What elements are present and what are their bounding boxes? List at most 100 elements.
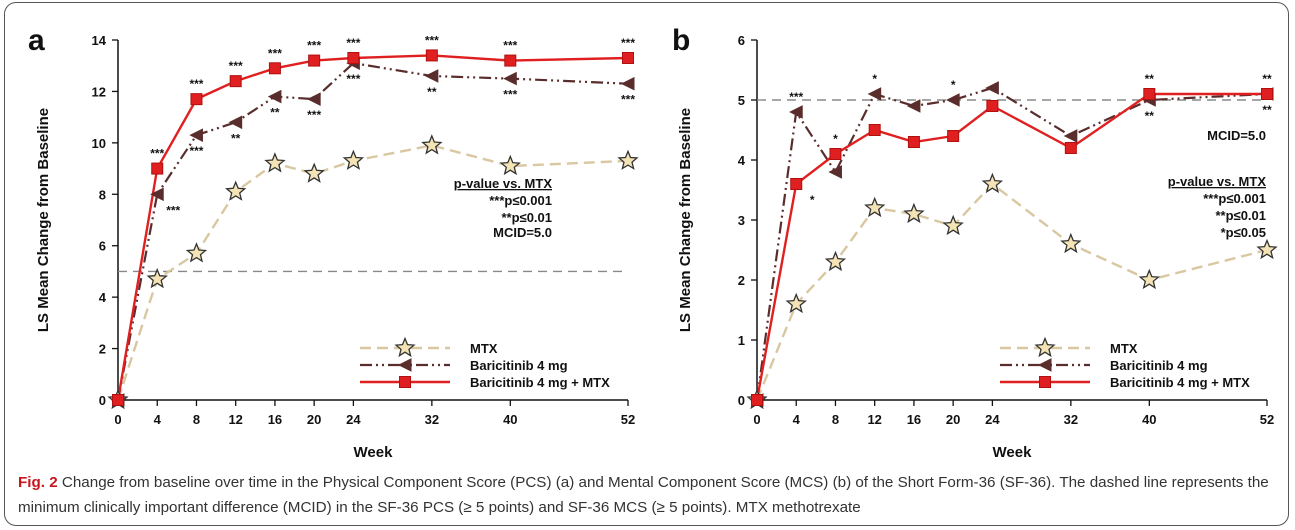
data-point-combo bbox=[622, 52, 634, 64]
data-point-combo bbox=[229, 75, 242, 88]
significance-label: *** bbox=[425, 33, 439, 47]
caption-label: Fig. 2 bbox=[18, 474, 58, 491]
data-point-mtx bbox=[264, 152, 286, 173]
significance-label: * bbox=[810, 193, 815, 207]
figure-frame bbox=[4, 2, 1289, 526]
legend-swatch-marker bbox=[1034, 336, 1056, 358]
legend-swatch-marker bbox=[399, 376, 411, 388]
y-tick-label: 6 bbox=[738, 33, 745, 48]
significance-label: *** bbox=[346, 72, 360, 86]
significance-label: *** bbox=[150, 147, 164, 161]
x-tick-label: 52 bbox=[621, 412, 635, 427]
x-axis-title: Week bbox=[354, 444, 394, 461]
y-tick-label: 10 bbox=[92, 136, 106, 151]
legend-label: Baricitinib 4 mg + MTX bbox=[470, 375, 610, 390]
legend-label: MTX bbox=[470, 341, 498, 356]
significance-label: * bbox=[951, 78, 956, 92]
data-point-mtx bbox=[785, 292, 807, 314]
significance-label: *** bbox=[307, 39, 321, 53]
data-point-mtx bbox=[1060, 232, 1082, 254]
legend-swatch-marker bbox=[1039, 376, 1051, 388]
data-point-combo bbox=[308, 54, 321, 67]
data-point-mtx bbox=[185, 242, 208, 263]
legend-label: Baricitinib 4 mg bbox=[1110, 358, 1208, 373]
y-tick-label: 3 bbox=[738, 213, 745, 228]
data-point-bari bbox=[307, 92, 321, 106]
data-point-bari bbox=[267, 89, 282, 104]
significance-label: ** bbox=[1145, 72, 1155, 86]
panel-label: a bbox=[28, 24, 45, 57]
y-tick-label: 1 bbox=[738, 333, 745, 348]
series-line-mtx bbox=[116, 144, 629, 401]
legend-label: Baricitinib 4 mg bbox=[470, 358, 568, 373]
data-point-bari bbox=[789, 105, 803, 119]
data-point-combo bbox=[1261, 88, 1273, 100]
y-tick-label: 0 bbox=[99, 393, 106, 408]
data-point-bari bbox=[828, 165, 842, 179]
data-point-bari bbox=[189, 128, 203, 142]
y-axis-title: LS Mean Change from Baseline bbox=[35, 108, 52, 332]
series-line-combo bbox=[116, 54, 629, 401]
data-point-bari bbox=[424, 69, 439, 83]
y-tick-label: 2 bbox=[738, 273, 745, 288]
pvalue-title: p-value vs. MTX bbox=[1168, 174, 1267, 189]
data-point-combo bbox=[947, 130, 960, 142]
data-point-mtx bbox=[824, 250, 847, 272]
data-point-mtx bbox=[342, 149, 365, 170]
significance-label: ** bbox=[231, 131, 241, 145]
y-tick-label: 12 bbox=[92, 84, 106, 99]
y-tick-label: 6 bbox=[99, 239, 106, 254]
x-tick-label: 0 bbox=[753, 412, 760, 427]
data-point-bari bbox=[150, 187, 164, 202]
significance-label: *** bbox=[268, 46, 282, 60]
figure-caption: Fig. 2 Change from baseline over time in… bbox=[18, 470, 1280, 520]
pvalue-line: *p≤0.05 bbox=[1221, 225, 1266, 240]
x-tick-label: 0 bbox=[114, 412, 121, 427]
significance-label: *** bbox=[789, 90, 803, 104]
significance-label: *** bbox=[229, 59, 243, 73]
x-tick-label: 12 bbox=[228, 412, 242, 427]
x-tick-label: 16 bbox=[268, 412, 282, 427]
data-point-combo bbox=[1064, 142, 1077, 154]
x-tick-label: 4 bbox=[793, 412, 801, 427]
significance-label: ** bbox=[427, 85, 437, 99]
y-tick-label: 5 bbox=[738, 93, 745, 108]
y-tick-label: 8 bbox=[99, 187, 106, 202]
data-point-mtx bbox=[421, 134, 443, 155]
significance-label: ** bbox=[1145, 109, 1155, 123]
significance-label: *** bbox=[189, 144, 203, 158]
data-point-bari bbox=[1063, 129, 1078, 143]
significance-label: *** bbox=[621, 36, 635, 50]
significance-label: * bbox=[833, 132, 838, 146]
y-axis-title: LS Mean Change from Baseline bbox=[677, 108, 694, 332]
x-tick-label: 12 bbox=[867, 412, 881, 427]
data-point-mtx bbox=[1256, 238, 1278, 260]
y-tick-label: 4 bbox=[99, 290, 107, 305]
data-point-bari bbox=[503, 71, 517, 86]
significance-label: ** bbox=[1262, 72, 1272, 86]
x-tick-label: 52 bbox=[1260, 412, 1274, 427]
data-point-combo bbox=[790, 178, 803, 190]
x-tick-label: 16 bbox=[907, 412, 921, 427]
legend-swatch-marker bbox=[1037, 358, 1052, 372]
x-tick-label: 24 bbox=[346, 412, 361, 427]
data-point-combo bbox=[751, 394, 763, 406]
data-point-bari bbox=[620, 76, 635, 91]
significance-label: ** bbox=[1262, 103, 1272, 117]
series-line-combo bbox=[755, 92, 1267, 401]
legend-label: Baricitinib 4 mg + MTX bbox=[1110, 375, 1250, 390]
significance-label: *** bbox=[503, 39, 517, 53]
significance-label: *** bbox=[189, 77, 203, 91]
pvalue-line: **p≤0.01 bbox=[502, 210, 553, 225]
significance-label: *** bbox=[621, 93, 635, 107]
significance-label: ** bbox=[270, 106, 280, 120]
data-point-combo bbox=[151, 162, 164, 175]
x-tick-label: 8 bbox=[193, 412, 200, 427]
pvalue-title: p-value vs. MTX bbox=[454, 176, 553, 191]
data-point-mtx bbox=[981, 172, 1004, 194]
significance-label: *** bbox=[503, 88, 517, 102]
panel-label: b bbox=[672, 24, 690, 57]
data-point-bari bbox=[985, 81, 999, 95]
